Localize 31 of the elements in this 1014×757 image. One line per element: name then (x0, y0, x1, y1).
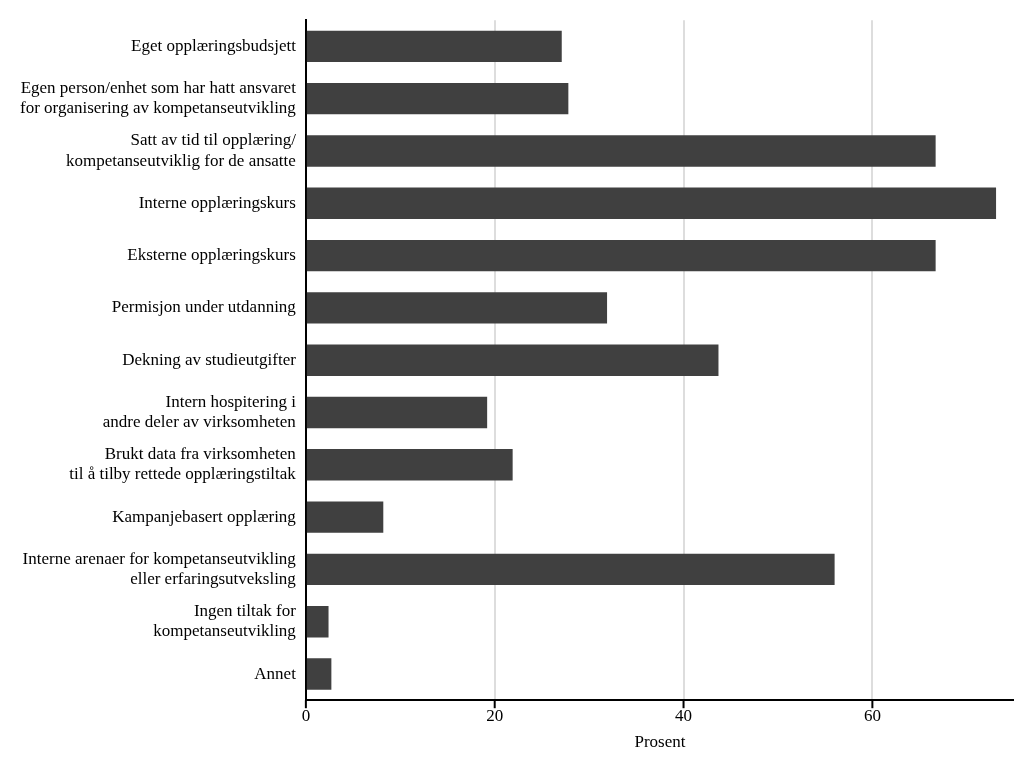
bar (306, 606, 329, 638)
x-tick-label: 60 (863, 705, 881, 725)
bar (306, 135, 936, 167)
y-tick-label: Interne arenaer for kompetanseutvikling eller erfaringsutveksling (22, 548, 297, 589)
y-tick-label: Egen person/enhet som har hatt ansvaret for organisering av kompetanseutvikling (19, 77, 297, 118)
x-axis-title: Prosent (634, 732, 686, 752)
y-tick-label: Ingen tiltak for kompetanseutvikling (153, 601, 297, 641)
y-tick-label: Eksterne opplæringskurs (127, 245, 296, 265)
bar (306, 658, 332, 690)
y-tick-label: Permisjon under utdanning (111, 297, 297, 317)
bar (306, 239, 936, 272)
y-tick-label: Intern hospitering i andre deler av virksomheten (102, 391, 297, 432)
y-tick-label: Interne opplæringskurs (138, 192, 296, 212)
bar (306, 501, 384, 533)
x-tick-label: 20 (486, 705, 504, 725)
y-tick-label: Eget opplæringsbudsjett (131, 35, 297, 55)
bar (306, 30, 562, 63)
y-tick-label: Satt av tid til opplæring/ kompetanseutviklig for de ansatte (65, 130, 297, 170)
y-tick-label: Dekning av studieutgifter (122, 349, 297, 369)
x-tick-label: 40 (675, 705, 693, 725)
y-tick-label: Brukt data fra virksomheten til å tilby rettede opplæringstiltak (69, 444, 297, 484)
bar (306, 82, 569, 115)
y-tick-label: Annet (254, 663, 297, 683)
bar (306, 553, 835, 586)
bar (306, 396, 488, 429)
bar (306, 292, 608, 324)
bar (306, 187, 997, 219)
bar (306, 449, 513, 481)
x-tick-label: 0 (301, 705, 311, 725)
bar (306, 344, 719, 376)
y-tick-label: Kampanjebasert opplæring (112, 506, 297, 526)
